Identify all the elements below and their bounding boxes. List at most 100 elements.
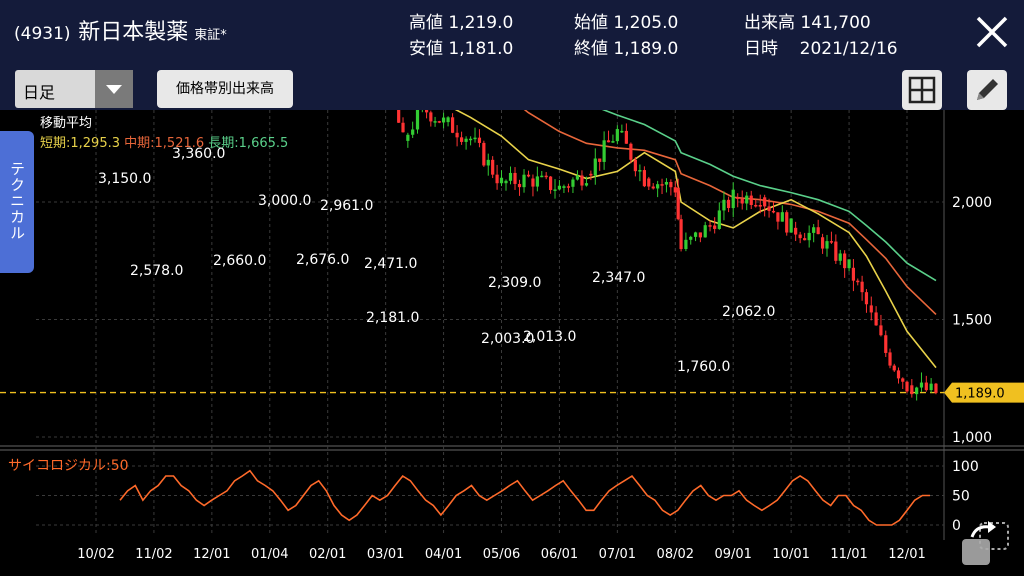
x-tick-label: 03/01 — [367, 547, 404, 562]
candle-body — [698, 232, 702, 238]
rotate-button[interactable] — [958, 517, 1014, 569]
candle-body — [593, 158, 597, 176]
candle-body — [803, 238, 807, 241]
candle-body — [780, 212, 784, 222]
price-annotation: 2,062.0 — [722, 304, 775, 320]
period-select-value: 日足 — [23, 83, 56, 102]
candle-body — [847, 259, 851, 269]
candle-body — [843, 253, 847, 269]
candle-body — [673, 187, 677, 193]
candle-body — [571, 179, 575, 187]
candle-body — [684, 239, 688, 249]
candle-body — [602, 140, 606, 162]
candle-body — [767, 206, 771, 211]
low-value: 1,181.0 — [448, 39, 514, 59]
x-tick-label: 12/01 — [193, 547, 230, 562]
psychological-label: サイコロジカル:50 — [8, 458, 129, 474]
x-tick-label: 06/01 — [541, 547, 578, 562]
candle-body — [495, 174, 499, 184]
candle-body — [689, 236, 693, 240]
candle-body — [726, 199, 731, 209]
candle-body — [901, 378, 905, 382]
candle-body — [717, 210, 721, 229]
volume-stat: 出来高 141,700 — [744, 13, 871, 33]
candle-body — [508, 172, 513, 181]
price-annotation: 2,660.0 — [213, 253, 266, 269]
candle-body — [740, 198, 744, 204]
draw-button[interactable] — [967, 70, 1007, 110]
candle-body — [776, 212, 780, 222]
candle-body — [464, 138, 468, 142]
candle-body — [477, 137, 482, 143]
grid-icon — [908, 76, 936, 104]
x-tick-label: 09/01 — [714, 547, 751, 562]
candle-body — [615, 129, 619, 142]
ma-short-label: 短期:1,295.3 — [40, 136, 120, 151]
candle-body — [820, 237, 825, 249]
candle-body — [874, 312, 878, 326]
candle-body — [812, 227, 816, 233]
candle-body — [713, 225, 717, 229]
close-icon — [976, 16, 1008, 48]
candle-body — [785, 212, 789, 233]
candle-body — [736, 197, 740, 199]
close-button[interactable] — [972, 12, 1012, 52]
candle-body — [763, 197, 767, 207]
low-stat: 安値 1,181.0 — [409, 39, 514, 59]
candle-body — [924, 382, 928, 391]
ma-legend: 短期:1,295.3 中期:1,521.6 長期:1,665.5 — [40, 132, 288, 151]
candle-body — [915, 387, 919, 395]
price-annotation: 2,347.0 — [592, 270, 645, 286]
market-label: 東証* — [194, 28, 227, 43]
candle-body — [611, 141, 615, 143]
candle-body — [580, 175, 584, 186]
ma-legend-title: 移動平均 — [40, 116, 93, 131]
ma-long-label: 長期:1,665.5 — [208, 136, 289, 151]
open-value: 1,205.0 — [613, 13, 679, 33]
chart-toolbar — [0, 64, 1024, 110]
x-tick-label: 05/06 — [483, 547, 520, 562]
candle-body — [829, 241, 834, 243]
candle-body — [473, 137, 477, 140]
candle-body — [606, 140, 611, 143]
layout-button[interactable] — [902, 70, 942, 110]
y-tick-label: 1,500 — [952, 313, 992, 329]
candle-body — [825, 241, 829, 249]
date-value: 2021/12/16 — [799, 39, 898, 59]
candle-body — [749, 195, 753, 205]
period-select[interactable]: 日足 — [15, 70, 133, 108]
candle-body — [459, 137, 464, 142]
technical-tab[interactable]: テクニカル — [0, 131, 34, 273]
price-annotation: 2,578.0 — [130, 263, 183, 279]
x-tick-label: 12/01 — [888, 547, 925, 562]
candle-body — [879, 325, 883, 336]
candle-body — [838, 253, 842, 261]
ma-long-line — [601, 110, 937, 282]
candle-body — [851, 267, 856, 281]
price-annotation: 2,003.0 — [481, 331, 534, 347]
candle-body — [629, 143, 633, 160]
close-stat: 終値 1,189.0 — [574, 39, 679, 59]
candle-body — [789, 218, 793, 233]
candle-body — [526, 174, 531, 177]
volume-by-price-button[interactable]: 価格帯別出来高 — [157, 70, 293, 108]
psy-tick-label: 50 — [952, 489, 970, 505]
price-annotation: 2,676.0 — [296, 252, 349, 268]
candle-body — [535, 176, 539, 187]
quote-header: (4931) 新日本製薬 東証* 高値 1,219.0 安値 1,181.0 始値… — [0, 0, 1024, 64]
price-annotation: 2,013.0 — [523, 329, 576, 345]
candle-body — [869, 305, 873, 313]
close-value: 1,189.0 — [613, 39, 679, 59]
high-value: 1,219.0 — [448, 13, 514, 33]
chart-area[interactable]: 3,150.0 2,578.0 3,360.0 2,660.0 3,000.0 2,676… — [0, 110, 1024, 576]
candle-body — [446, 117, 450, 123]
candle-body — [411, 129, 415, 135]
candle-body — [575, 175, 580, 180]
candle-body — [679, 219, 683, 250]
candle-body — [807, 232, 811, 241]
candle-body — [557, 185, 562, 190]
pencil-icon — [977, 79, 998, 100]
candle-body — [584, 183, 589, 186]
candle-body — [798, 234, 802, 239]
x-tick-label: 10/01 — [772, 547, 809, 562]
